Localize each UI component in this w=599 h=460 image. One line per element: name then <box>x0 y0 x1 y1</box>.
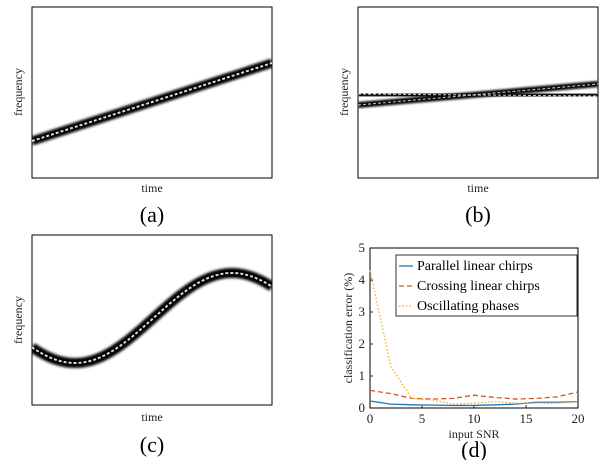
caption-c: (c) <box>140 432 164 457</box>
series-line-3 <box>369 270 579 405</box>
x-tick-label: 15 <box>520 411 533 426</box>
series-line-2 <box>369 389 579 400</box>
caption-b: (b) <box>465 202 491 227</box>
caption-a: (a) <box>140 202 164 227</box>
y-tick-label: 5 <box>359 240 366 255</box>
legend-label-1: Parallel linear chirps <box>417 259 533 274</box>
ylabel-b: frequency <box>337 68 351 116</box>
spectrogram-a-ridge <box>32 58 272 146</box>
series-line-1 <box>369 400 579 407</box>
legend-label-3: Oscillating phases <box>417 299 519 314</box>
xlabel-d: input SNR <box>448 427 499 441</box>
panel-d-line-chart: 0 5 10 15 20 0 1 2 3 4 5 Parallel linear chirps Cro… <box>341 240 585 460</box>
x-tick-label: 10 <box>468 411 481 426</box>
legend-label-2: Crossing linear chirps <box>417 279 540 294</box>
x-tick-label: 5 <box>419 411 426 426</box>
y-tick-label: 4 <box>359 272 366 287</box>
y-tick-label: 2 <box>359 336 366 351</box>
legend: Parallel linear chirps Crossing linear ch… <box>395 254 578 317</box>
y-tick-label: 3 <box>359 304 366 319</box>
ylabel-d: classification error (%) <box>341 273 355 384</box>
y-tick-label: 0 <box>359 400 366 415</box>
series-lines <box>369 270 579 407</box>
xlabel-b: time <box>467 181 488 195</box>
legend-box <box>395 254 578 317</box>
panel-c: frequency time (c) <box>11 234 273 457</box>
y-tick-label: 1 <box>359 368 366 383</box>
ylabel-a: frequency <box>11 68 25 116</box>
x-tick-label: 0 <box>367 411 374 426</box>
panel-b: frequency time (b) <box>337 6 599 227</box>
caption-d: (d) <box>461 437 487 460</box>
xlabel-a: time <box>141 181 162 195</box>
spectrogram-a-frame <box>31 6 273 179</box>
panel-a: frequency time (a) <box>11 6 273 227</box>
ylabel-c: frequency <box>11 296 25 344</box>
spectrogram-c-ridge <box>32 268 272 368</box>
spectrogram-b-ridges <box>358 81 598 108</box>
x-tick-label: 20 <box>572 411 585 426</box>
xlabel-c: time <box>141 410 162 424</box>
